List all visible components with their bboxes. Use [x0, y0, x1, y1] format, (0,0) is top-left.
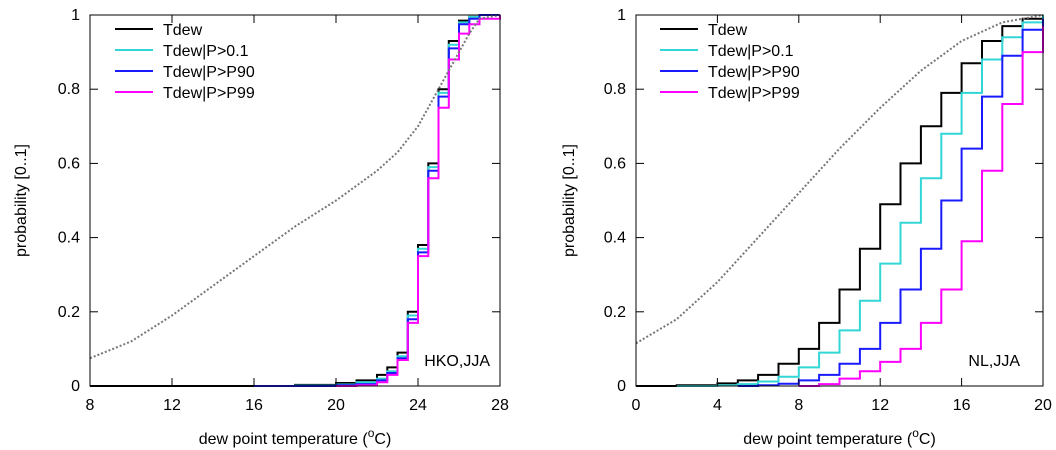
y-axis-label: probability [0..1] — [13, 144, 30, 257]
legend-label: Tdew|P>P90 — [708, 64, 800, 81]
legend-label: Tdew|P>0.1 — [163, 43, 249, 60]
y-axis-label: probability [0..1] — [561, 144, 578, 257]
legend-label: Tdew|P>P99 — [163, 85, 255, 102]
series-line-tdew — [636, 15, 1044, 387]
series-line-reference — [89, 14, 501, 360]
y-tick-label: 1 — [617, 7, 626, 24]
y-tick-label: 0.4 — [58, 230, 80, 247]
x-axis-label: dew point temperature (oC) — [743, 426, 936, 448]
series-line-tdew-p-p99 — [336, 15, 501, 387]
legend: Tdew Tdew|P>0.1 Tdew|P>P90 Tdew|P>P99 — [115, 22, 255, 102]
x-axis-label: dew point temperature (oC) — [199, 426, 392, 448]
legend-label: Tdew|P>0.1 — [708, 43, 794, 60]
y-tick-label: 0.8 — [604, 81, 626, 98]
x-tick-label: 12 — [163, 397, 181, 414]
y-tick-label: 0.2 — [58, 304, 80, 321]
series-line-tdew-p-0-1 — [676, 15, 1044, 387]
series-line-reference — [635, 14, 1044, 345]
legend-label: Tdew|P>P99 — [708, 85, 800, 102]
series-line-tdew-p-0-1 — [254, 14, 500, 387]
x-tick-label: 8 — [794, 397, 803, 414]
x-tick-label: 16 — [953, 397, 971, 414]
y-tick-label: 1 — [71, 7, 80, 24]
y-tick-label: 0.8 — [58, 81, 80, 98]
x-tick-label: 8 — [86, 397, 95, 414]
y-tick-label: 0.4 — [604, 230, 626, 247]
series-line-tdew-p-p90 — [254, 14, 500, 387]
legend-label: Tdew|P>P90 — [163, 64, 255, 81]
series-group — [635, 14, 1044, 387]
legend-label: Tdew — [708, 22, 748, 39]
x-tick-label: 24 — [409, 397, 427, 414]
legend: Tdew Tdew|P>0.1 Tdew|P>P90 Tdew|P>P99 — [660, 22, 800, 102]
x-tick-label: 0 — [632, 397, 641, 414]
x-tick-label: 16 — [245, 397, 263, 414]
x-tick-label: 20 — [1034, 397, 1052, 414]
chart-panel-2: 0 4 8 12 16 20 0 0.2 0.4 0.6 0.8 1 dew point tempera… — [561, 7, 1052, 448]
x-tick-label: 20 — [327, 397, 345, 414]
series-line-tdew-p-p99 — [798, 26, 1044, 387]
x-tick-label: 4 — [713, 397, 722, 414]
chart-panel-1: 8 12 16 20 24 28 0 0.2 0.4 0.6 0.8 1 dew point tempe… — [13, 7, 509, 448]
panel-annotation: HKO,JJA — [424, 353, 490, 370]
y-tick-label: 0.6 — [604, 155, 626, 172]
y-tick-label: 0.6 — [58, 155, 80, 172]
legend-label: Tdew — [163, 22, 203, 39]
panel-annotation: NL,JJA — [968, 353, 1020, 370]
y-tick-label: 0 — [617, 378, 626, 395]
y-tick-label: 0 — [71, 378, 80, 395]
y-tick-label: 0.2 — [604, 304, 626, 321]
x-tick-label: 12 — [871, 397, 889, 414]
plot-frame — [89, 14, 501, 387]
x-tick-label: 28 — [491, 397, 509, 414]
plot-frame — [635, 14, 1044, 387]
